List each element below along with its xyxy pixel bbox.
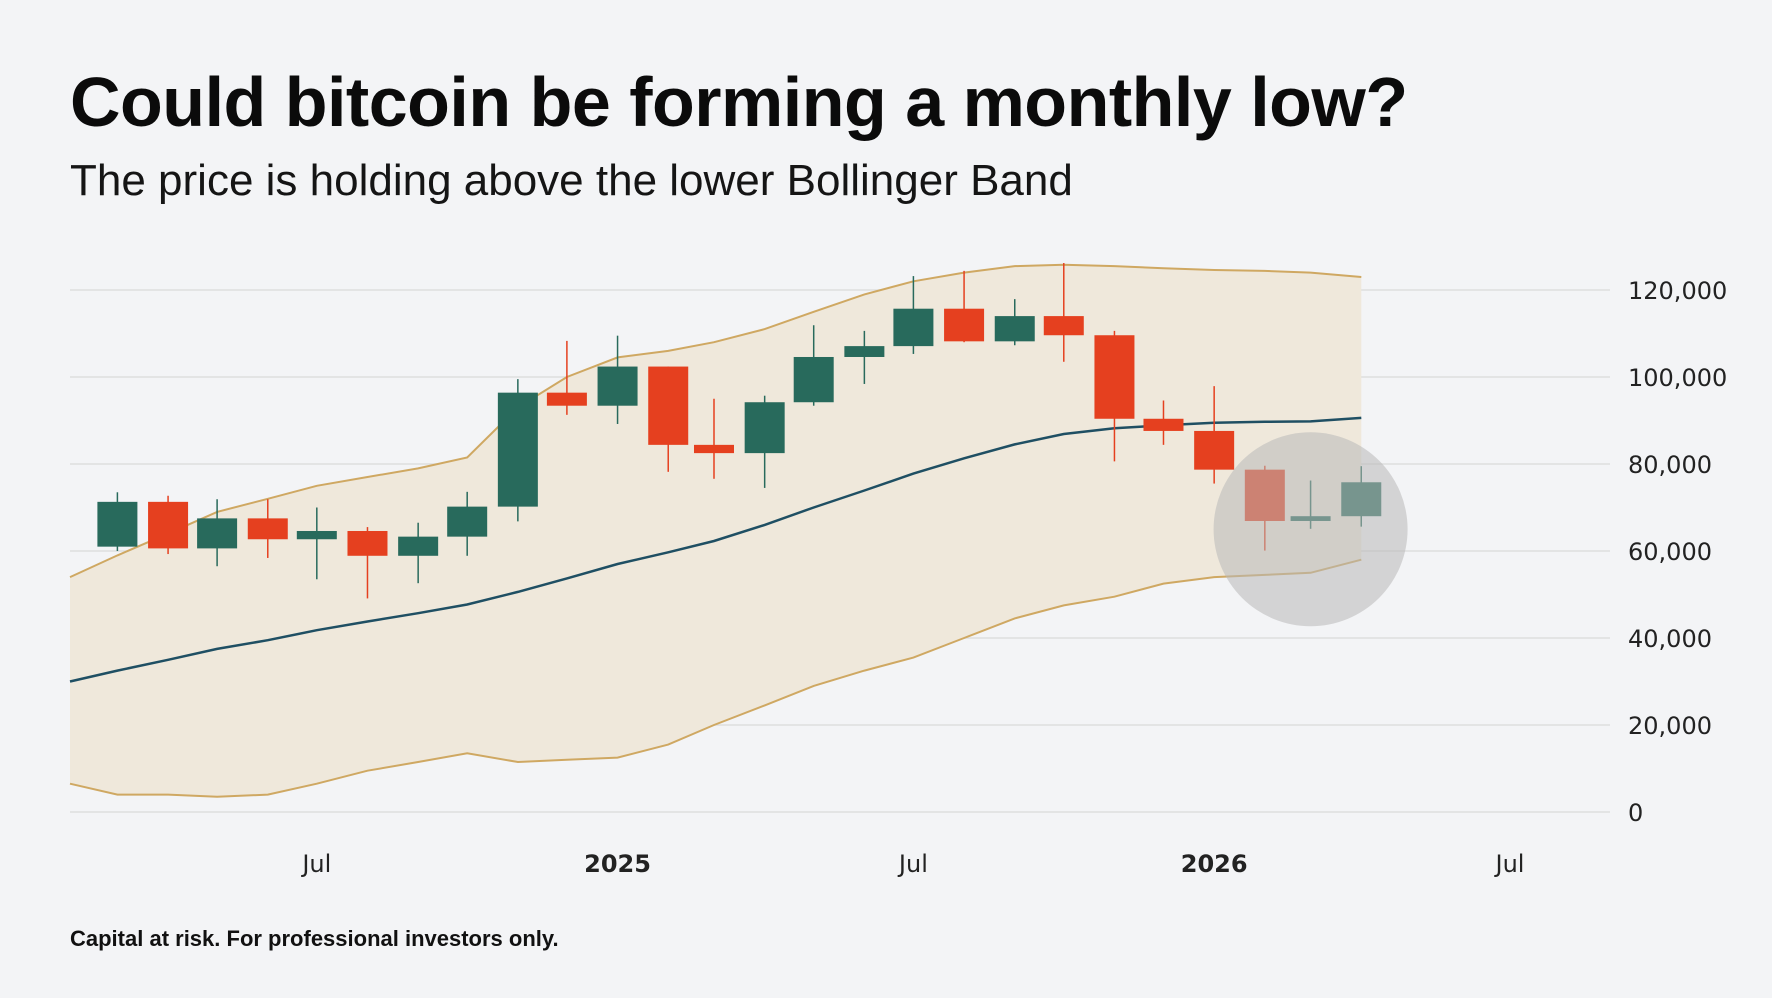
candle [347,527,388,599]
candle [994,299,1035,346]
upper-bollinger-band [69,263,1362,579]
y-axis: 0 20,000 40,000 60,000 80,000 100,000 120,000 [1628,277,1727,827]
y-tick-label: 40,000 [1628,625,1712,653]
x-axis: Jul 2025 Jul 2026 Jul [300,850,1524,878]
y-tick-label: 80,000 [1628,451,1712,479]
candle-body [148,501,189,549]
disclaimer-footnote: Capital at risk. For professional invest… [70,926,559,951]
candle-body [793,356,834,403]
candle-body [497,392,538,507]
page-subtitle: The price is holding above the lower Bol… [70,156,1073,205]
candle-body [1194,430,1235,470]
y-tick-label: 120,000 [1628,277,1727,305]
candle [648,366,689,472]
candle [148,495,189,555]
candle [247,499,288,558]
candle-body [994,316,1035,342]
candle [893,276,934,354]
candle-body [447,506,488,537]
y-tick-label: 100,000 [1628,364,1727,392]
candle-body [398,536,439,556]
candle-body [893,308,934,347]
candle-body [97,501,138,547]
candle-body [296,530,337,540]
highlight-layer [1213,432,1408,627]
x-tick-label: 2025 [584,850,651,878]
highlight-circle [1213,432,1408,627]
candle [1043,263,1084,362]
candle-body [1094,335,1135,419]
candle-body [247,518,288,540]
candle-body [693,444,734,454]
candle [1143,400,1184,445]
y-tick-label: 0 [1628,799,1643,827]
x-tick-label: Jul [897,850,928,878]
x-tick-label: Jul [300,850,331,878]
candle-body [347,530,388,556]
x-tick-label: 2026 [1181,850,1248,878]
candle-body [844,346,885,357]
page-title: Could bitcoin be forming a monthly low? [70,63,1408,141]
y-tick-label: 60,000 [1628,538,1712,566]
candle [793,325,834,406]
candle [497,379,538,522]
candle [97,492,138,551]
y-tick-label: 20,000 [1628,712,1712,740]
candle [744,395,785,488]
candle-body [944,308,985,342]
candle [546,340,587,415]
candle-body [546,392,587,406]
candle [597,335,638,424]
candle [296,507,337,580]
candle [1194,386,1235,484]
candle-body [1143,418,1184,431]
candle [693,398,734,479]
candle [398,522,439,584]
candle-body [648,366,689,445]
lower-bollinger-band [69,558,1362,798]
candle-body [597,366,638,406]
candle-body [1043,316,1084,336]
x-tick-label: Jul [1494,850,1525,878]
bollinger-band-fill [70,264,1362,797]
candle [844,330,885,384]
candle-body [744,402,785,454]
candle [197,499,238,567]
candle [447,491,488,556]
candle-body [197,518,238,549]
candle [944,270,985,343]
candle [1094,330,1135,462]
